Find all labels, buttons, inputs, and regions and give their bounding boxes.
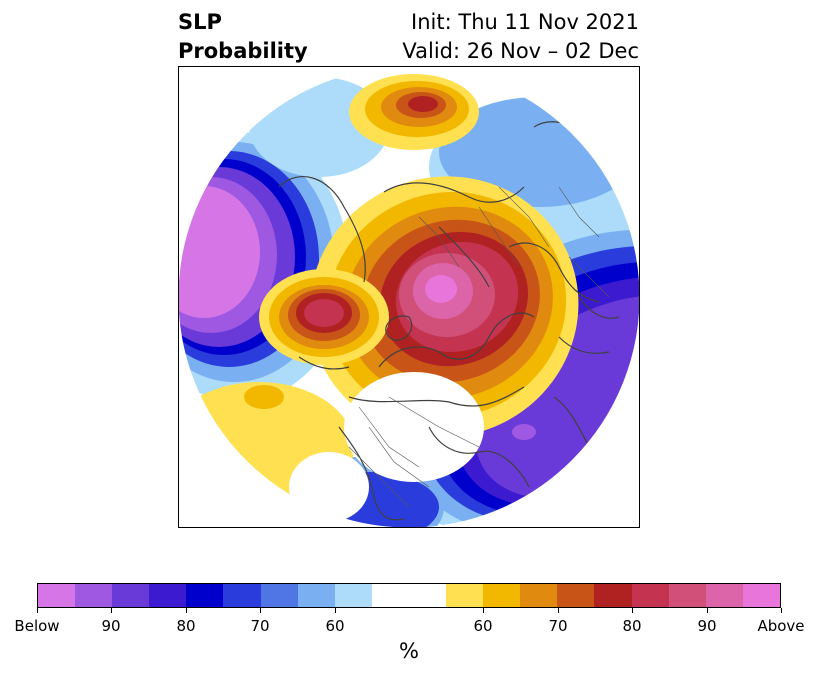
colorbar-segment xyxy=(75,584,113,607)
colorbar-tick xyxy=(781,608,782,613)
colorbar-tick xyxy=(632,608,633,613)
colorbar-tick-label: 90 xyxy=(101,617,121,635)
colorbar-segment xyxy=(705,584,743,607)
political-boundaries xyxy=(348,186,610,508)
colorbar-segment xyxy=(260,584,298,607)
colorbar-tick xyxy=(260,608,261,613)
init-date: Init: Thu 11 Nov 2021 xyxy=(411,10,639,34)
bering-above-anomaly xyxy=(259,269,389,365)
colorbar-tick-label: 70 xyxy=(548,617,568,635)
colorbar-segment xyxy=(520,584,558,607)
colorbar-tick-label: 80 xyxy=(176,617,196,635)
colorbar-tick xyxy=(186,608,187,613)
colorbar-segment xyxy=(631,584,669,607)
colorbar-segment xyxy=(557,584,595,607)
map-panel xyxy=(178,66,640,528)
colorbar-segment xyxy=(668,584,706,607)
colorbar-segment xyxy=(371,584,409,607)
colorbar-segment xyxy=(483,584,521,607)
colorbar-tick xyxy=(335,608,336,613)
colorbar-tick-label: 60 xyxy=(473,617,493,635)
colorbar-tick xyxy=(483,608,484,613)
colorbar-segment xyxy=(186,584,224,607)
colorbar-segment xyxy=(446,584,484,607)
colorbar-segment xyxy=(334,584,372,607)
title-variable: SLP xyxy=(178,10,222,34)
colorbar-segment xyxy=(112,584,150,607)
colorbar-tick xyxy=(707,608,708,613)
colorbar-segment xyxy=(742,584,780,607)
coastlines xyxy=(278,121,635,521)
asia-above-anomaly xyxy=(349,74,479,150)
map-title: SLP Probability xyxy=(178,8,308,66)
colorbar xyxy=(37,583,781,608)
colorbar-segment xyxy=(297,584,335,607)
colorbar-tick xyxy=(558,608,559,613)
colorbar-tick-label: Below xyxy=(14,617,60,635)
valid-range: Valid: 26 Nov – 02 Dec xyxy=(402,39,639,63)
colorbar-segment xyxy=(223,584,261,607)
colorbar-segment xyxy=(38,584,76,607)
colorbar-segment xyxy=(408,584,447,607)
colorbar-tick xyxy=(37,608,38,613)
map-date-info: Init: Thu 11 Nov 2021 Valid: 26 Nov – 02… xyxy=(402,8,639,66)
colorbar-segment xyxy=(149,584,187,607)
colorbar-tick-label: 80 xyxy=(622,617,642,635)
colorbar-tick-label: 90 xyxy=(697,617,717,635)
title-metric: Probability xyxy=(178,39,308,63)
colorbar-tick-label: 60 xyxy=(325,617,345,635)
colorbar-segment xyxy=(594,584,632,607)
colorbar-tick-label: 70 xyxy=(250,617,270,635)
colorbar-tick-label: Above xyxy=(757,617,805,635)
colorbar-tick xyxy=(111,608,112,613)
polar-map xyxy=(179,67,639,527)
colorbar-unit-label: % xyxy=(399,639,419,663)
